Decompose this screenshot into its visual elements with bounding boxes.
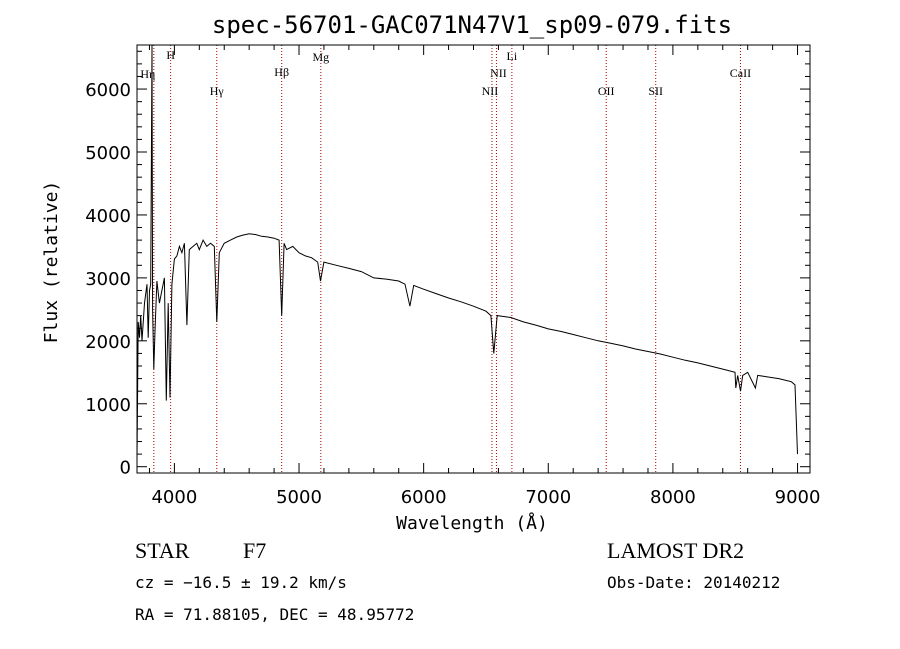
line-marker-label-2: Hγ xyxy=(210,84,225,98)
y-tick-label-2: 2000 xyxy=(85,332,131,353)
line-marker-label-5: NII xyxy=(490,66,507,80)
line-marker-label-4: Mg xyxy=(312,50,329,64)
y-tick-label-6: 6000 xyxy=(85,80,131,101)
chart-title: spec-56701-GAC071N47V1_sp09-079.fits xyxy=(212,11,732,39)
spectrum-line xyxy=(136,44,798,461)
axis-ticks: 4000 5000 6000 7000 8000 9000 0 1000 2000 3000 400… xyxy=(85,45,820,508)
x-tick-label-5: 9000 xyxy=(775,487,821,508)
y-axis-label: Flux (relative) xyxy=(41,181,62,344)
observation-date: Obs-Date: 20140212 xyxy=(607,573,780,592)
y-tick-label-4: 4000 xyxy=(85,206,131,227)
redshift-text: cz = −16.5 ± 19.2 km/s xyxy=(135,573,347,592)
x-tick-label-3: 7000 xyxy=(525,487,571,508)
coordinates-text: RA = 71.88105, DEC = 48.95772 xyxy=(135,605,414,624)
x-tick-label-0: 4000 xyxy=(151,487,197,508)
x-tick-label-4: 8000 xyxy=(650,487,696,508)
line-marker-label-3: Hβ xyxy=(274,65,289,79)
line-marker-label-7: Li xyxy=(507,49,518,63)
line-marker-label-0: H xyxy=(166,48,175,62)
x-tick-label-1: 5000 xyxy=(276,487,322,508)
plot-frame xyxy=(136,44,811,474)
y-tick-label-0: 0 xyxy=(120,458,131,479)
line-marker-label-1: Hη xyxy=(140,67,155,81)
line-marker-label-8: OII xyxy=(598,84,615,98)
line-marker-label-10: CaII xyxy=(730,66,751,80)
x-tick-label-2: 6000 xyxy=(401,487,447,508)
x-axis-label: Wavelength (Å) xyxy=(396,512,548,534)
line-marker-group xyxy=(153,45,741,473)
object-class: STAR xyxy=(135,538,190,563)
line-marker-label-6: NII xyxy=(482,84,499,98)
object-subclass: F7 xyxy=(243,538,266,563)
y-tick-label-1: 1000 xyxy=(85,395,131,416)
spectrum-series xyxy=(136,44,798,461)
survey-name: LAMOST DR2 xyxy=(607,538,744,563)
y-tick-label-5: 5000 xyxy=(85,143,131,164)
line-marker-label-9: SII xyxy=(648,84,663,98)
y-tick-label-3: 3000 xyxy=(85,269,131,290)
